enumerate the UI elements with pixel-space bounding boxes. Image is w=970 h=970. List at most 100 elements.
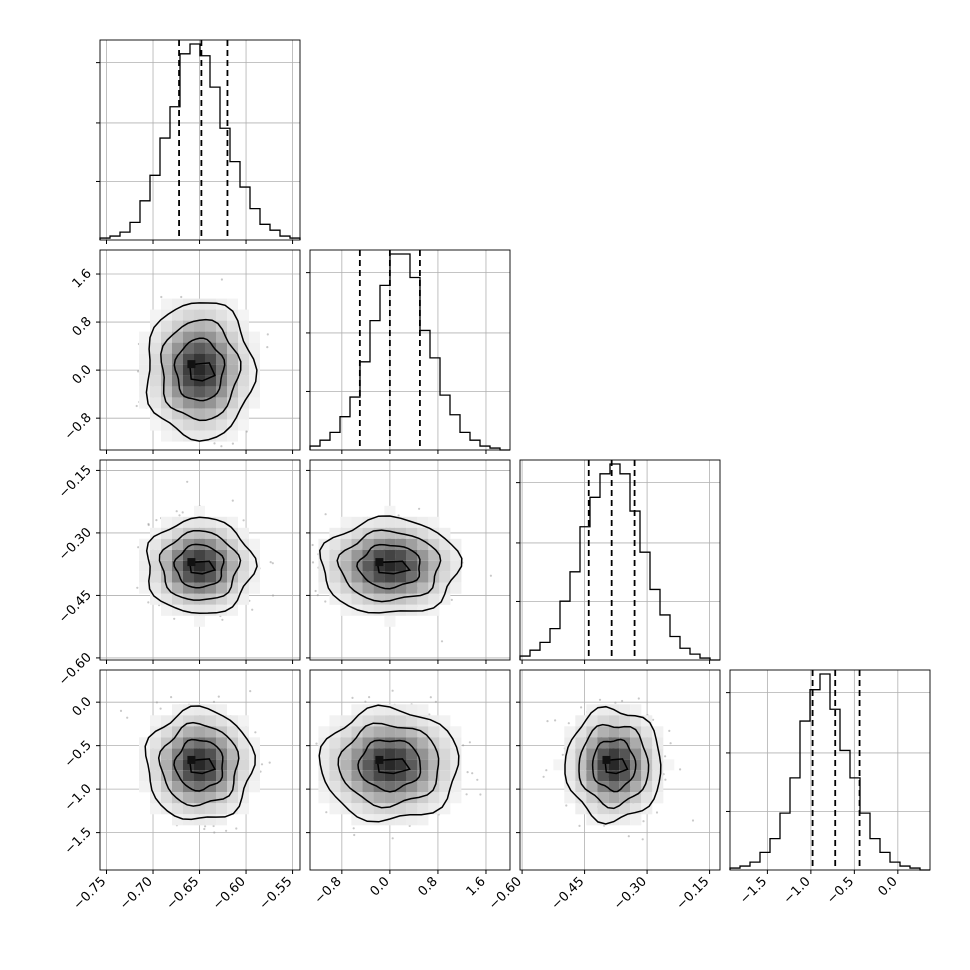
density-cell — [318, 571, 330, 583]
density-cell — [216, 538, 227, 550]
density-cell — [227, 397, 238, 409]
density-cell — [553, 759, 565, 771]
density-cell — [384, 505, 396, 517]
density-cell — [450, 571, 462, 583]
density-cell — [428, 770, 440, 782]
density-cell — [194, 560, 205, 572]
density-cell — [608, 770, 620, 782]
density-cell — [428, 792, 440, 804]
density-cell — [406, 593, 418, 605]
density-cell — [161, 408, 172, 420]
density-cell — [161, 803, 172, 815]
density-cell — [384, 615, 396, 627]
density-cell — [608, 792, 620, 804]
density-cell — [227, 560, 238, 572]
density-cell — [150, 549, 161, 561]
hist-step-line — [309, 253, 510, 451]
density-cell — [417, 748, 429, 760]
density-cell — [139, 560, 150, 572]
scatter-point — [580, 706, 583, 709]
density-cell — [205, 364, 216, 376]
density-cell — [172, 331, 183, 343]
density-cell — [597, 715, 609, 727]
density-cell — [150, 364, 161, 376]
density-cell — [238, 386, 249, 398]
hist-panel-3 — [726, 669, 931, 874]
hist-panel-0 — [96, 39, 301, 244]
density-cell — [608, 715, 620, 727]
density-cell — [362, 704, 374, 716]
density-cell — [139, 770, 150, 782]
density-cell — [619, 781, 631, 793]
density-cell — [194, 781, 205, 793]
density-cell — [183, 320, 194, 332]
density-cell — [205, 397, 216, 409]
density-cell — [619, 770, 631, 782]
density-cell — [172, 386, 183, 398]
density-cell — [249, 386, 260, 398]
scatter-point — [545, 769, 548, 772]
density-cell — [161, 331, 172, 343]
density-cell — [608, 759, 620, 771]
density-cell — [183, 560, 194, 572]
density-cell — [450, 748, 462, 760]
scatter-point — [669, 742, 672, 745]
density-cell — [586, 704, 598, 716]
density-cell — [340, 593, 352, 605]
density-cell — [205, 516, 216, 528]
x-tick-label: −0.60 — [486, 874, 525, 913]
density-cell — [417, 527, 429, 539]
contour-line — [357, 739, 422, 793]
density-cell — [395, 770, 407, 782]
density-cell — [194, 604, 205, 616]
density-cell — [362, 549, 374, 561]
density-cell — [641, 770, 653, 782]
scatter-point — [352, 827, 355, 830]
density-cell — [340, 726, 352, 738]
density-cell — [227, 604, 238, 616]
density-cells — [318, 505, 462, 627]
density-cell — [586, 814, 598, 826]
density-cell — [630, 737, 642, 749]
density-cell — [373, 560, 385, 572]
density-cell — [161, 430, 172, 442]
x-tick-label: 0.0 — [367, 874, 392, 899]
density-cell — [238, 353, 249, 365]
density-cell — [439, 792, 451, 804]
density-cell — [384, 737, 396, 749]
density-cell — [194, 571, 205, 583]
density-cell — [172, 781, 183, 793]
density-cell — [183, 309, 194, 321]
density-cell — [663, 759, 675, 771]
density-cell — [439, 726, 451, 738]
density-cell — [428, 726, 440, 738]
density-cell — [194, 331, 205, 343]
density-cell — [194, 386, 205, 398]
density-cell — [205, 538, 216, 550]
density-cell — [161, 298, 172, 310]
density-cell — [150, 560, 161, 572]
density-cell — [205, 298, 216, 310]
density-cell — [249, 549, 260, 561]
density-cell — [238, 781, 249, 793]
density-cell — [150, 737, 161, 749]
density-cell — [205, 320, 216, 332]
density-cell — [205, 781, 216, 793]
scatter-point — [364, 700, 367, 703]
density-cell — [351, 792, 363, 804]
density-cell — [362, 781, 374, 793]
density-cell — [172, 770, 183, 782]
scatter-point — [408, 824, 411, 828]
density-cell — [439, 538, 451, 550]
density-cell — [139, 759, 150, 771]
density-cell — [630, 715, 642, 727]
density-cell — [150, 386, 161, 398]
scatter-point — [155, 701, 158, 704]
density-cell — [619, 748, 631, 760]
density-cell — [417, 549, 429, 561]
x-tick-label: −0.15 — [674, 874, 713, 913]
density-cell — [161, 549, 172, 561]
x-tick-label: −0.55 — [257, 874, 296, 913]
density-cell — [575, 781, 587, 793]
